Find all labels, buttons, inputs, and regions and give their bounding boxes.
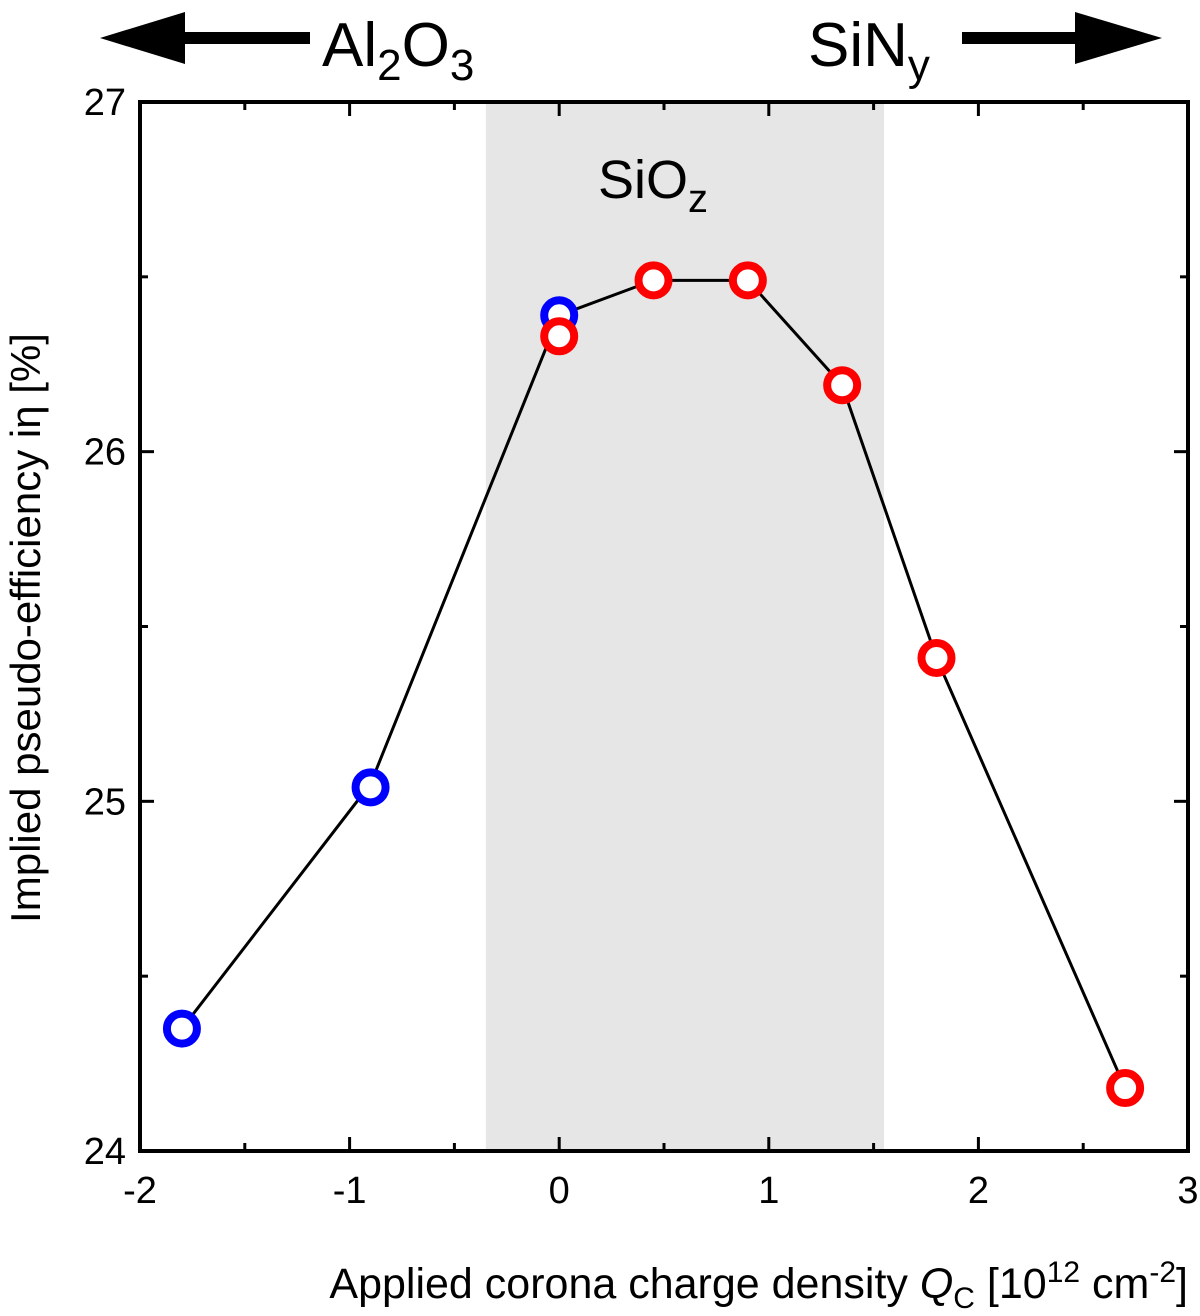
plot-frame <box>138 100 1190 1153</box>
right-arrow-annotation: SiNy <box>808 11 1162 90</box>
y-tick-labels: 24 25 26 27 <box>84 82 126 1173</box>
x-tick-label: 1 <box>758 1170 779 1212</box>
x-tick-labels: -2 -1 0 1 2 3 <box>123 1170 1198 1212</box>
region-label: SiOz <box>598 150 708 221</box>
red-data-point <box>1106 1069 1145 1108</box>
shaded-region-rect <box>485 102 885 1151</box>
left-arrow-annotation: Al2O3 <box>100 11 474 90</box>
x-axis-title: Applied corona charge density QC [1012 c… <box>329 1256 1188 1315</box>
x-tick-label: 3 <box>1177 1170 1198 1212</box>
x-tick-label: -2 <box>123 1170 157 1212</box>
shaded-region <box>485 102 885 1151</box>
blue-data-point <box>162 1009 201 1048</box>
data-line <box>180 278 1127 1089</box>
y-tick-label: 27 <box>84 82 126 124</box>
red-data-point <box>540 317 579 356</box>
data-markers <box>162 261 1145 1108</box>
connecting-line <box>180 278 1127 1089</box>
left-arrow-label: Al2O3 <box>322 11 474 90</box>
right-arrow-label: SiNy <box>808 11 930 90</box>
x-tick-label: 0 <box>549 1170 570 1212</box>
x-tick-label: -1 <box>333 1170 367 1212</box>
x-tick-label: 2 <box>968 1170 989 1212</box>
blue-data-point <box>351 768 390 807</box>
left-arrow-head <box>100 12 185 64</box>
red-data-point <box>634 261 673 300</box>
right-arrow-head <box>1075 12 1162 64</box>
y-axis-title: Implied pseudo-efficiency iη [%] <box>2 333 49 923</box>
red-data-point <box>728 261 767 300</box>
y-tick-label: 24 <box>84 1131 126 1173</box>
red-data-point <box>917 638 956 677</box>
y-tick-label: 26 <box>84 432 126 474</box>
red-data-point <box>823 366 862 405</box>
y-tick-label: 25 <box>84 781 126 823</box>
